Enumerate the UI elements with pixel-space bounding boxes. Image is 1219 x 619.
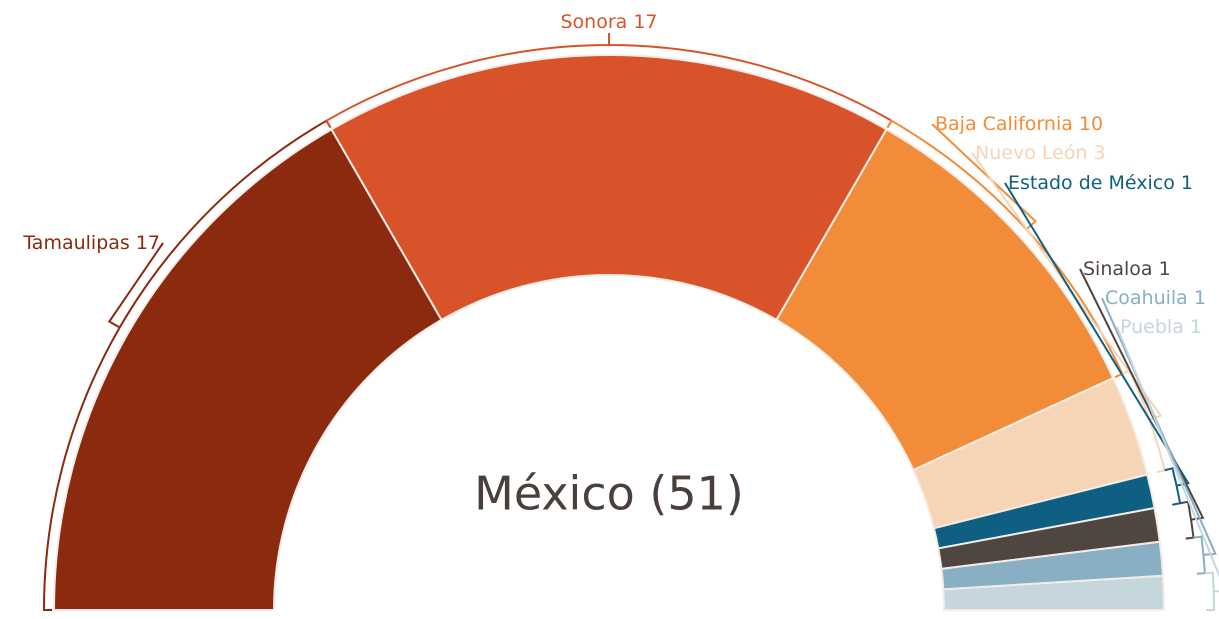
value-label: 1 [1181, 172, 1193, 194]
chart-title: México (51) [474, 467, 744, 521]
segment-label: Nuevo León 3 [975, 142, 1106, 164]
bracket [1116, 326, 1219, 611]
value-label: 17 [136, 232, 160, 254]
value-label: 1 [1190, 316, 1202, 338]
value-label: 1 [1159, 258, 1171, 280]
segment-label: Coahuila 1 [1105, 287, 1206, 309]
segment-label: Sinaloa 1 [1083, 258, 1171, 280]
category-name: Nuevo León [975, 142, 1087, 164]
category-name: Puebla [1120, 316, 1184, 338]
category-name: Tamaulipas [22, 232, 129, 254]
category-name: Coahuila [1105, 287, 1188, 309]
segment-label: Puebla 1 [1120, 316, 1202, 338]
segment-label: Tamaulipas 17 [22, 232, 160, 254]
bracket [42, 119, 332, 611]
segment-label: Sonora 17 [561, 11, 658, 33]
category-name: Sinaloa [1083, 258, 1153, 280]
segment-label: Estado de México 1 [1008, 172, 1193, 194]
bracket [325, 33, 893, 129]
segment [52, 127, 443, 611]
segment-label: Baja California 10 [935, 113, 1103, 135]
segment [330, 54, 888, 322]
value-label: 1 [1194, 287, 1206, 309]
category-name: Baja California [935, 113, 1073, 135]
category-name: Sonora [561, 11, 628, 33]
segment [942, 574, 1166, 611]
value-label: 17 [633, 11, 657, 33]
value-label: 3 [1093, 142, 1105, 164]
category-name: Estado de México [1008, 172, 1175, 194]
value-label: 10 [1079, 113, 1103, 135]
